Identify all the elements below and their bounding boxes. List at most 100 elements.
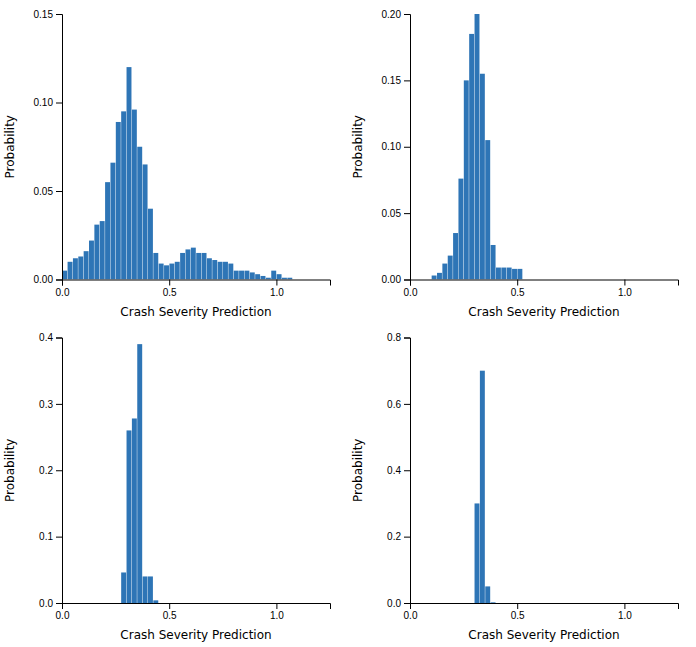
tick-label: 0.5 (163, 610, 177, 621)
bar (175, 262, 180, 280)
bar (164, 265, 169, 279)
tick-label: 0.1 (39, 531, 53, 542)
tick-mark (56, 537, 62, 538)
tick-mark (56, 404, 62, 405)
tick: 0.0 (404, 280, 418, 298)
bar (298, 279, 303, 280)
bar (528, 279, 533, 280)
bar (132, 418, 137, 603)
bar (464, 80, 469, 279)
tick-mark (56, 338, 62, 339)
bar (223, 262, 228, 280)
bar (207, 258, 212, 279)
bar (196, 253, 201, 280)
bar (191, 248, 196, 280)
tick-mark (404, 280, 410, 281)
tick-label: 0.2 (387, 531, 401, 542)
panel: 0.00.51.00.000.050.100.150.20Crash Sever… (351, 9, 679, 319)
tick-mark (517, 603, 518, 609)
tick: 1.0 (618, 280, 632, 298)
bar (485, 140, 490, 279)
bar (143, 164, 148, 279)
bar (282, 278, 287, 280)
tick: 0.5 (163, 280, 177, 298)
y-axis-title: Probability (351, 115, 365, 178)
tick-label: 0.00 (382, 274, 402, 285)
tick-label: 0.0 (404, 287, 418, 298)
bar (544, 279, 549, 280)
x-axis: 0.0 0.5 1.0 (56, 603, 331, 621)
bar (153, 253, 158, 280)
bar (303, 279, 308, 280)
y-axis: 0.00.10.20.30.4 (39, 332, 62, 609)
tick: 0.0 (56, 603, 70, 621)
tick: 0.0 (39, 598, 62, 609)
axis-domain (56, 15, 63, 281)
tick: 0.20 (382, 9, 410, 20)
tick-label: 0.6 (387, 399, 401, 410)
bar (228, 264, 233, 280)
x-axis-title: Crash Severity Prediction (468, 305, 619, 319)
tick-mark (404, 470, 410, 471)
x-axis-title: Crash Severity Prediction (468, 628, 619, 642)
tick-label: 0.5 (511, 287, 525, 298)
tick-mark (404, 147, 410, 148)
bar (266, 278, 271, 280)
tick-mark (404, 338, 410, 339)
tick-mark (517, 280, 518, 286)
bar (234, 271, 239, 280)
bar (127, 430, 132, 603)
bar (212, 260, 217, 279)
x-axis: 0.00.51.0 (404, 603, 679, 621)
bar (202, 253, 207, 280)
tick-mark (624, 603, 625, 609)
bar (277, 274, 282, 279)
bar (143, 576, 148, 603)
bar (485, 586, 490, 603)
tick-label: 0.10 (34, 97, 54, 108)
plot-area (121, 344, 158, 603)
bar (287, 278, 292, 280)
tick: 0.10 (34, 97, 62, 108)
tick-mark (56, 191, 62, 192)
tick-mark (56, 603, 62, 604)
bar (309, 279, 314, 280)
bar (148, 209, 153, 280)
tick-mark (276, 603, 277, 609)
bar (185, 249, 190, 279)
tick-label: 0.10 (382, 141, 402, 152)
tick: 0.5 (163, 603, 177, 621)
bar (261, 276, 266, 280)
tick-mark (404, 603, 410, 604)
tick: 0.5 (511, 280, 525, 298)
tick-label: 0.05 (382, 208, 402, 219)
tick-label: 0.4 (387, 465, 401, 476)
tick: 1.0 (618, 603, 632, 621)
tick: 0.3 (39, 399, 62, 410)
tick-mark (404, 14, 410, 15)
tick-label: 0.2 (39, 465, 53, 476)
bar (137, 344, 142, 603)
bar (448, 256, 453, 280)
tick-mark (404, 404, 410, 405)
tick-label: 0.05 (34, 186, 54, 197)
bar (121, 572, 126, 603)
panel: 0.00.51.00.000.050.100.15Crash Severity … (3, 9, 331, 319)
tick-mark (404, 213, 410, 214)
bar (78, 256, 83, 279)
bar (480, 371, 485, 603)
bar (132, 110, 137, 280)
bar (539, 279, 544, 280)
tick: 0.05 (382, 208, 410, 219)
tick: 0.8 (387, 332, 410, 343)
tick-mark (169, 603, 170, 609)
tick-label: 1.0 (270, 610, 284, 621)
tick: 0.6 (387, 399, 410, 410)
bar (523, 279, 528, 280)
tick: 1.0 (270, 280, 284, 298)
tick-label: 0.0 (56, 287, 70, 298)
bar (480, 74, 485, 280)
bar (68, 262, 73, 280)
bar (250, 272, 255, 279)
tick-label: 1.0 (618, 610, 632, 621)
